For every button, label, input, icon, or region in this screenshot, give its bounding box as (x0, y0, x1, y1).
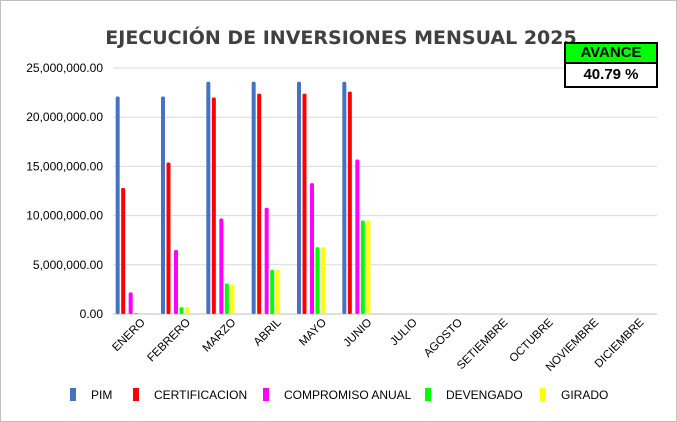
bar-compromiso-anual (174, 250, 178, 314)
avance-label: AVANCE (564, 42, 658, 64)
legend-swatch (70, 388, 76, 401)
legend-label: CERTIFICACION (154, 388, 247, 402)
chart-title: EJECUCIÓN DE INVERSIONES MENSUAL 2025 (105, 25, 576, 49)
legend-label: DEVENGADO (446, 388, 523, 402)
y-tick-label: 15,000,000.00 (26, 159, 103, 173)
bar-devengado (360, 220, 365, 314)
legend-label: PIM (91, 388, 112, 402)
bar-certificacion (166, 162, 171, 314)
bar-pim (342, 81, 347, 314)
bar-devengado (224, 283, 229, 314)
legend-swatch (133, 388, 139, 401)
bar-certificacion (257, 93, 262, 314)
y-tick-label: 10,000,000.00 (26, 209, 103, 223)
bar-girado (366, 220, 371, 314)
bar-girado (185, 307, 189, 314)
legend-label: COMPROMISO ANUAL (284, 388, 412, 402)
bar-certificacion (302, 93, 307, 314)
y-tick-label: 25,000,000.00 (26, 61, 103, 75)
bar-girado (275, 269, 280, 314)
bar-certificacion (121, 188, 126, 314)
y-axis-ticks: 0.00 5,000,000.00 10,000,000.00 15,000,000.… (26, 61, 103, 321)
x-tick-label: ABRIL (252, 316, 284, 348)
bar-pim (206, 81, 211, 314)
gridlines (113, 67, 657, 315)
legend-swatch (540, 388, 546, 401)
legend: PIM CERTIFICACION COMPROMISO ANUAL DEVENGAD… (70, 388, 608, 402)
legend-label: GIRADO (561, 388, 608, 402)
y-tick-label: 5,000,000.00 (33, 258, 103, 272)
bar-pim (161, 96, 165, 314)
bar-devengado (315, 247, 320, 314)
bar-compromiso-anual (219, 218, 224, 314)
bar-girado (230, 284, 235, 314)
bar-devengado (270, 269, 275, 314)
legend-swatch (263, 388, 269, 401)
x-tick-label: ENERO (110, 317, 147, 354)
x-tick-label: AGOSTO (422, 317, 465, 360)
bar-pim (251, 81, 256, 314)
avance-value: 40.79 % (564, 64, 658, 88)
x-tick-label: FEBRERO (145, 317, 193, 365)
y-tick-label: 0.00 (80, 307, 104, 321)
bars (115, 81, 371, 315)
bar-devengado (179, 307, 184, 314)
bar-certificacion (211, 97, 216, 315)
bar-devengado (134, 313, 139, 314)
legend-swatch (425, 388, 431, 401)
bar-compromiso-anual (264, 207, 269, 314)
bar-girado (321, 247, 325, 314)
bar-pim (115, 96, 120, 314)
x-tick-label: MARZO (201, 317, 239, 355)
bar-compromiso-anual (128, 292, 133, 314)
y-tick-label: 20,000,000.00 (26, 110, 103, 124)
bar-pim (297, 81, 301, 314)
x-tick-label: MAYO (297, 317, 329, 349)
bar-certificacion (347, 91, 352, 314)
bar-compromiso-anual (310, 183, 314, 314)
x-tick-label: OCTUBRE (508, 316, 556, 364)
bar-compromiso-anual (355, 159, 360, 314)
x-tick-label: JULIO (388, 317, 420, 349)
x-tick-label: DICIEMBRE (593, 316, 647, 370)
avance-box: AVANCE 40.79 % (564, 42, 658, 88)
x-tick-label: JUNIO (342, 317, 375, 350)
